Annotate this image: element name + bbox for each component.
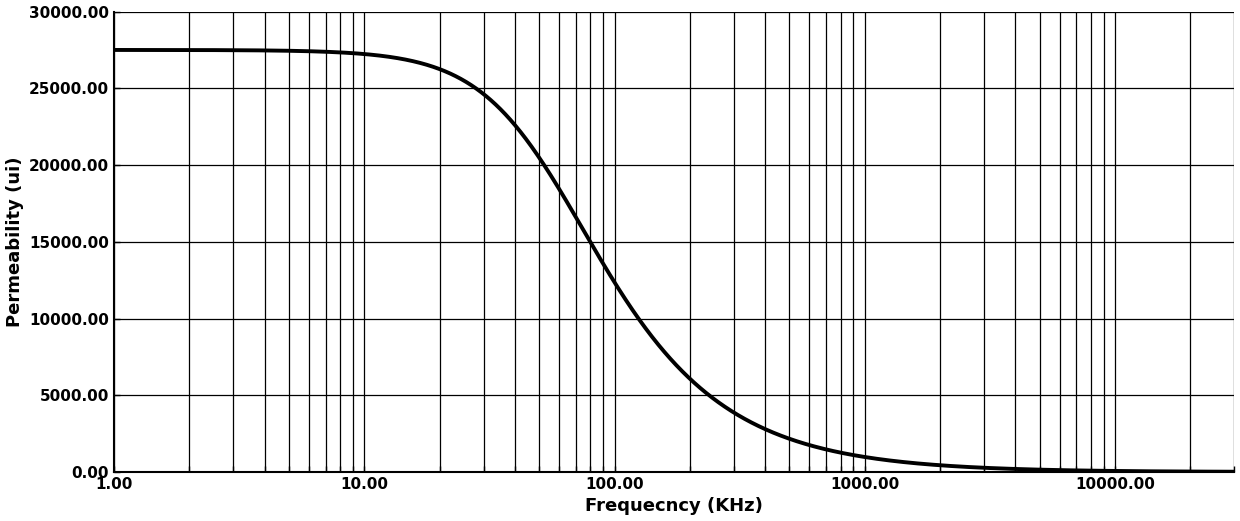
X-axis label: Frequecncy (KHz): Frequecncy (KHz) (585, 498, 763, 515)
Y-axis label: Permeability (ui): Permeability (ui) (5, 156, 24, 327)
